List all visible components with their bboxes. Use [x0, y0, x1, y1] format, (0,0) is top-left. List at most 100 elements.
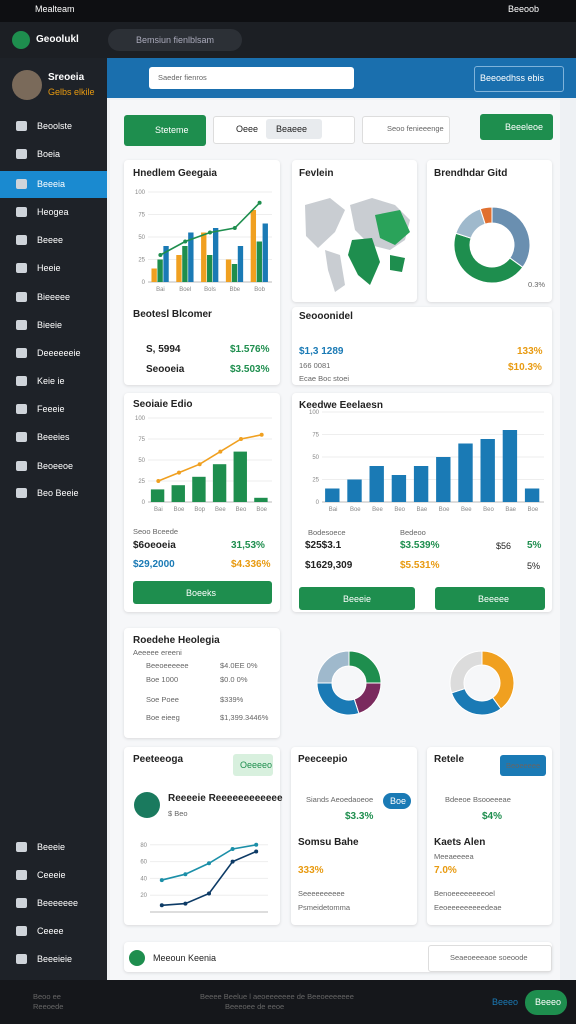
menu-item[interactable]: Deeeeeeie — [37, 348, 81, 358]
y-tick-label: 25 — [312, 478, 319, 484]
menu-item[interactable]: Beeeies — [37, 432, 70, 442]
topbar-button[interactable]: Beeoedhss ebis — [480, 73, 545, 83]
y-tick-label: 0 — [142, 280, 146, 286]
filter[interactable] — [362, 116, 450, 144]
menu-item[interactable]: Bieeeee — [37, 292, 71, 302]
search-input[interactable]: Bemsiun fienlblsam — [136, 35, 215, 45]
footer-button[interactable]: Beeeo — [535, 997, 562, 1007]
footer-text: Reeoede — [33, 1002, 64, 1011]
menu-item[interactable]: Heogea — [37, 207, 69, 217]
menu-item[interactable]: Feeeie — [37, 404, 65, 414]
y-tick-label: 0 — [142, 500, 146, 506]
card — [291, 747, 417, 925]
bar — [231, 264, 238, 282]
button[interactable] — [500, 755, 546, 776]
line — [158, 434, 262, 482]
menu-item[interactable]: Beeeieie — [37, 954, 73, 964]
point — [239, 437, 243, 441]
tab[interactable]: Beaeee — [276, 124, 308, 134]
y-tick-label: 75 — [138, 437, 145, 443]
button[interactable] — [233, 754, 273, 776]
menu-item[interactable]: Ceeeie — [37, 870, 66, 880]
point — [207, 861, 211, 866]
chip[interactable] — [428, 945, 552, 972]
filter[interactable]: Seoo fenieeenge — [387, 124, 444, 133]
menu-item[interactable]: Beeeie — [37, 842, 66, 852]
button[interactable]: Boeeks — [186, 588, 217, 598]
menu-item[interactable]: Heeie — [37, 263, 61, 273]
bar — [233, 451, 247, 502]
card-title: Peeceepio — [298, 754, 348, 765]
menu-item[interactable]: Beeee — [37, 235, 64, 245]
button[interactable] — [383, 793, 411, 809]
pie-slice — [316, 682, 360, 716]
bar — [325, 488, 340, 502]
menu-item[interactable]: Keie ie — [37, 376, 65, 386]
menu-icon — [16, 348, 27, 358]
card-title: Roedehe Heolegia — [133, 635, 220, 646]
bar — [157, 259, 163, 282]
menu-item[interactable]: Beeeia — [37, 179, 66, 189]
pie-slice — [453, 232, 524, 284]
note: Psmeidetomma — [298, 903, 351, 912]
menu-item[interactable]: Beo Beeie — [37, 488, 79, 498]
point — [259, 432, 264, 437]
footer-text: Beeeoee de eeoe — [225, 1002, 285, 1011]
footer-button[interactable] — [525, 990, 567, 1015]
list-label: Boe eieeg — [146, 713, 180, 722]
pie-slice — [348, 650, 382, 684]
bar — [212, 228, 219, 282]
menu-item[interactable]: Beoolste — [37, 121, 73, 131]
button[interactable]: Beeeee — [478, 594, 510, 604]
menu-icon — [16, 926, 27, 936]
x-tick-label: Boe — [439, 507, 450, 513]
stat-value: 5% — [527, 540, 542, 551]
x-tick-label: Boe — [350, 507, 361, 513]
button[interactable] — [133, 581, 272, 604]
stat-label: $6oeoeia — [133, 540, 176, 551]
card — [124, 628, 280, 738]
bar — [413, 466, 429, 502]
y-tick-label: 50 — [312, 455, 319, 461]
x-tick-label: Bbe — [229, 287, 240, 293]
pie-slice — [479, 206, 493, 225]
topbar-button[interactable] — [474, 66, 564, 92]
header-search — [108, 29, 242, 51]
menu-item[interactable]: Beeeeeee — [37, 898, 79, 908]
logo — [12, 31, 30, 49]
button[interactable] — [435, 587, 545, 610]
x-tick-label: Beo — [236, 507, 247, 513]
tab[interactable]: Oeee — [236, 124, 259, 134]
menu-item[interactable]: Ceeee — [37, 926, 64, 936]
action-button[interactable]: Beeeleoe — [505, 122, 544, 132]
footer-link[interactable]: Beeeo — [492, 997, 519, 1007]
point — [183, 872, 188, 877]
bar — [171, 485, 185, 502]
menu-item[interactable]: Bieeie — [37, 320, 63, 330]
x-tick-label: Bae — [417, 507, 428, 513]
menu-item[interactable]: Boeia — [37, 149, 61, 159]
action-button[interactable] — [480, 114, 553, 140]
menu-icon — [16, 404, 27, 414]
list-label: Beeoeeeeee — [146, 661, 189, 670]
button[interactable]: Oeeeeo — [240, 760, 273, 770]
world-map — [305, 198, 410, 292]
primary-button[interactable] — [124, 115, 206, 146]
bar — [212, 464, 227, 502]
menu-icon — [16, 870, 27, 880]
stat-value: $3.503% — [230, 364, 270, 375]
button[interactable] — [299, 587, 415, 610]
point — [218, 449, 223, 454]
y-tick-label: 25 — [138, 258, 145, 264]
menu-item[interactable]: Beoeeoe — [37, 461, 74, 471]
note: Benoeeeeeeeeoel — [434, 889, 495, 898]
bar — [192, 476, 206, 502]
y-tick-label: 100 — [135, 416, 146, 422]
button[interactable]: Boe — [390, 796, 407, 806]
x-tick-label: Bob — [254, 287, 265, 293]
primary-button[interactable]: Steteme — [155, 125, 189, 135]
search-input[interactable]: Saeder fienros — [158, 73, 207, 82]
button[interactable]: Beoeeeee — [506, 761, 541, 770]
button[interactable]: Beeeie — [343, 594, 372, 604]
chip[interactable]: Seaeoeeeaoe soeoode — [450, 953, 528, 962]
